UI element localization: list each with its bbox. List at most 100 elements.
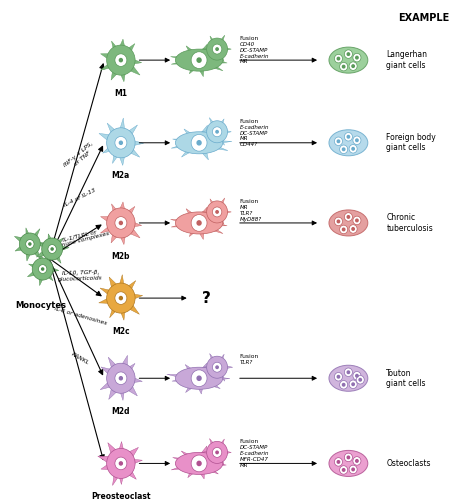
Text: ?: ? (201, 291, 210, 306)
Circle shape (352, 65, 355, 68)
Text: M1: M1 (114, 89, 128, 98)
Polygon shape (210, 199, 220, 213)
Polygon shape (196, 140, 228, 151)
Text: E-cadherin
DC-STAMP
MR
CD44?: E-cadherin DC-STAMP MR CD44? (239, 125, 269, 147)
Circle shape (197, 58, 201, 62)
Polygon shape (120, 372, 142, 384)
Text: EXAMPLE: EXAMPLE (399, 13, 450, 23)
Circle shape (207, 121, 228, 143)
Polygon shape (186, 208, 204, 224)
Text: Fusion: Fusion (239, 439, 259, 444)
Polygon shape (193, 378, 205, 394)
Circle shape (342, 228, 345, 231)
Circle shape (115, 292, 127, 305)
Polygon shape (47, 234, 57, 250)
Text: Preosteoclast: Preosteoclast (91, 492, 151, 501)
Polygon shape (186, 46, 204, 62)
Text: IL-4 or IL-13: IL-4 or IL-13 (64, 188, 97, 208)
Polygon shape (109, 295, 125, 318)
Polygon shape (190, 59, 204, 74)
Polygon shape (39, 255, 51, 272)
Ellipse shape (329, 47, 368, 73)
Ellipse shape (175, 49, 223, 71)
Polygon shape (27, 265, 45, 277)
Ellipse shape (175, 132, 223, 154)
Circle shape (42, 238, 63, 260)
Circle shape (216, 451, 218, 453)
Circle shape (334, 373, 342, 381)
Polygon shape (117, 218, 140, 238)
Circle shape (38, 265, 47, 274)
Circle shape (191, 52, 207, 69)
Circle shape (191, 214, 207, 231)
Circle shape (26, 239, 34, 248)
Polygon shape (39, 266, 53, 281)
Polygon shape (116, 118, 126, 143)
Polygon shape (115, 441, 127, 463)
Polygon shape (120, 54, 142, 66)
Circle shape (352, 147, 355, 150)
Polygon shape (214, 439, 224, 454)
Polygon shape (114, 142, 128, 165)
Text: Chronic
tuberculosis: Chronic tuberculosis (386, 213, 433, 232)
Circle shape (342, 468, 345, 471)
Circle shape (352, 227, 355, 230)
Polygon shape (217, 128, 231, 135)
Circle shape (48, 244, 56, 254)
Polygon shape (30, 240, 47, 248)
Polygon shape (202, 46, 217, 53)
Circle shape (212, 127, 222, 137)
Polygon shape (199, 375, 230, 382)
Text: M2b: M2b (111, 252, 130, 261)
Polygon shape (117, 294, 139, 314)
Polygon shape (117, 459, 137, 479)
Polygon shape (14, 236, 32, 248)
Circle shape (347, 456, 350, 459)
Circle shape (107, 208, 135, 238)
Circle shape (353, 136, 361, 145)
Polygon shape (210, 354, 220, 369)
Circle shape (344, 212, 352, 221)
Text: Fusion: Fusion (239, 36, 259, 41)
Polygon shape (117, 55, 140, 75)
Polygon shape (202, 208, 217, 215)
Polygon shape (195, 210, 217, 225)
Circle shape (352, 383, 355, 386)
Polygon shape (214, 119, 224, 133)
Text: M2c: M2c (112, 327, 130, 336)
Circle shape (191, 370, 207, 387)
Polygon shape (182, 141, 204, 157)
Text: TLR?: TLR? (239, 360, 253, 365)
Polygon shape (171, 220, 201, 227)
Polygon shape (193, 207, 207, 224)
Polygon shape (198, 220, 227, 226)
Circle shape (115, 372, 127, 385)
Polygon shape (195, 220, 223, 233)
Polygon shape (109, 277, 127, 302)
Circle shape (216, 48, 218, 50)
Circle shape (339, 225, 347, 233)
Polygon shape (120, 217, 142, 229)
Polygon shape (120, 292, 143, 304)
Polygon shape (195, 48, 217, 62)
Circle shape (207, 201, 228, 223)
Circle shape (51, 248, 53, 250)
Polygon shape (214, 210, 224, 225)
Text: M2d: M2d (111, 407, 130, 416)
Polygon shape (217, 449, 231, 456)
Polygon shape (38, 268, 47, 286)
Polygon shape (181, 451, 203, 465)
Circle shape (353, 457, 361, 465)
Circle shape (356, 376, 364, 384)
Circle shape (216, 131, 218, 133)
Circle shape (119, 221, 122, 224)
Polygon shape (193, 60, 205, 77)
Polygon shape (107, 123, 126, 146)
Text: Fusion: Fusion (239, 199, 259, 204)
Polygon shape (171, 460, 201, 470)
Text: Osteoclasts: Osteoclasts (386, 459, 431, 468)
Polygon shape (100, 288, 123, 303)
Polygon shape (109, 374, 127, 399)
Circle shape (197, 221, 201, 225)
Polygon shape (115, 222, 127, 244)
